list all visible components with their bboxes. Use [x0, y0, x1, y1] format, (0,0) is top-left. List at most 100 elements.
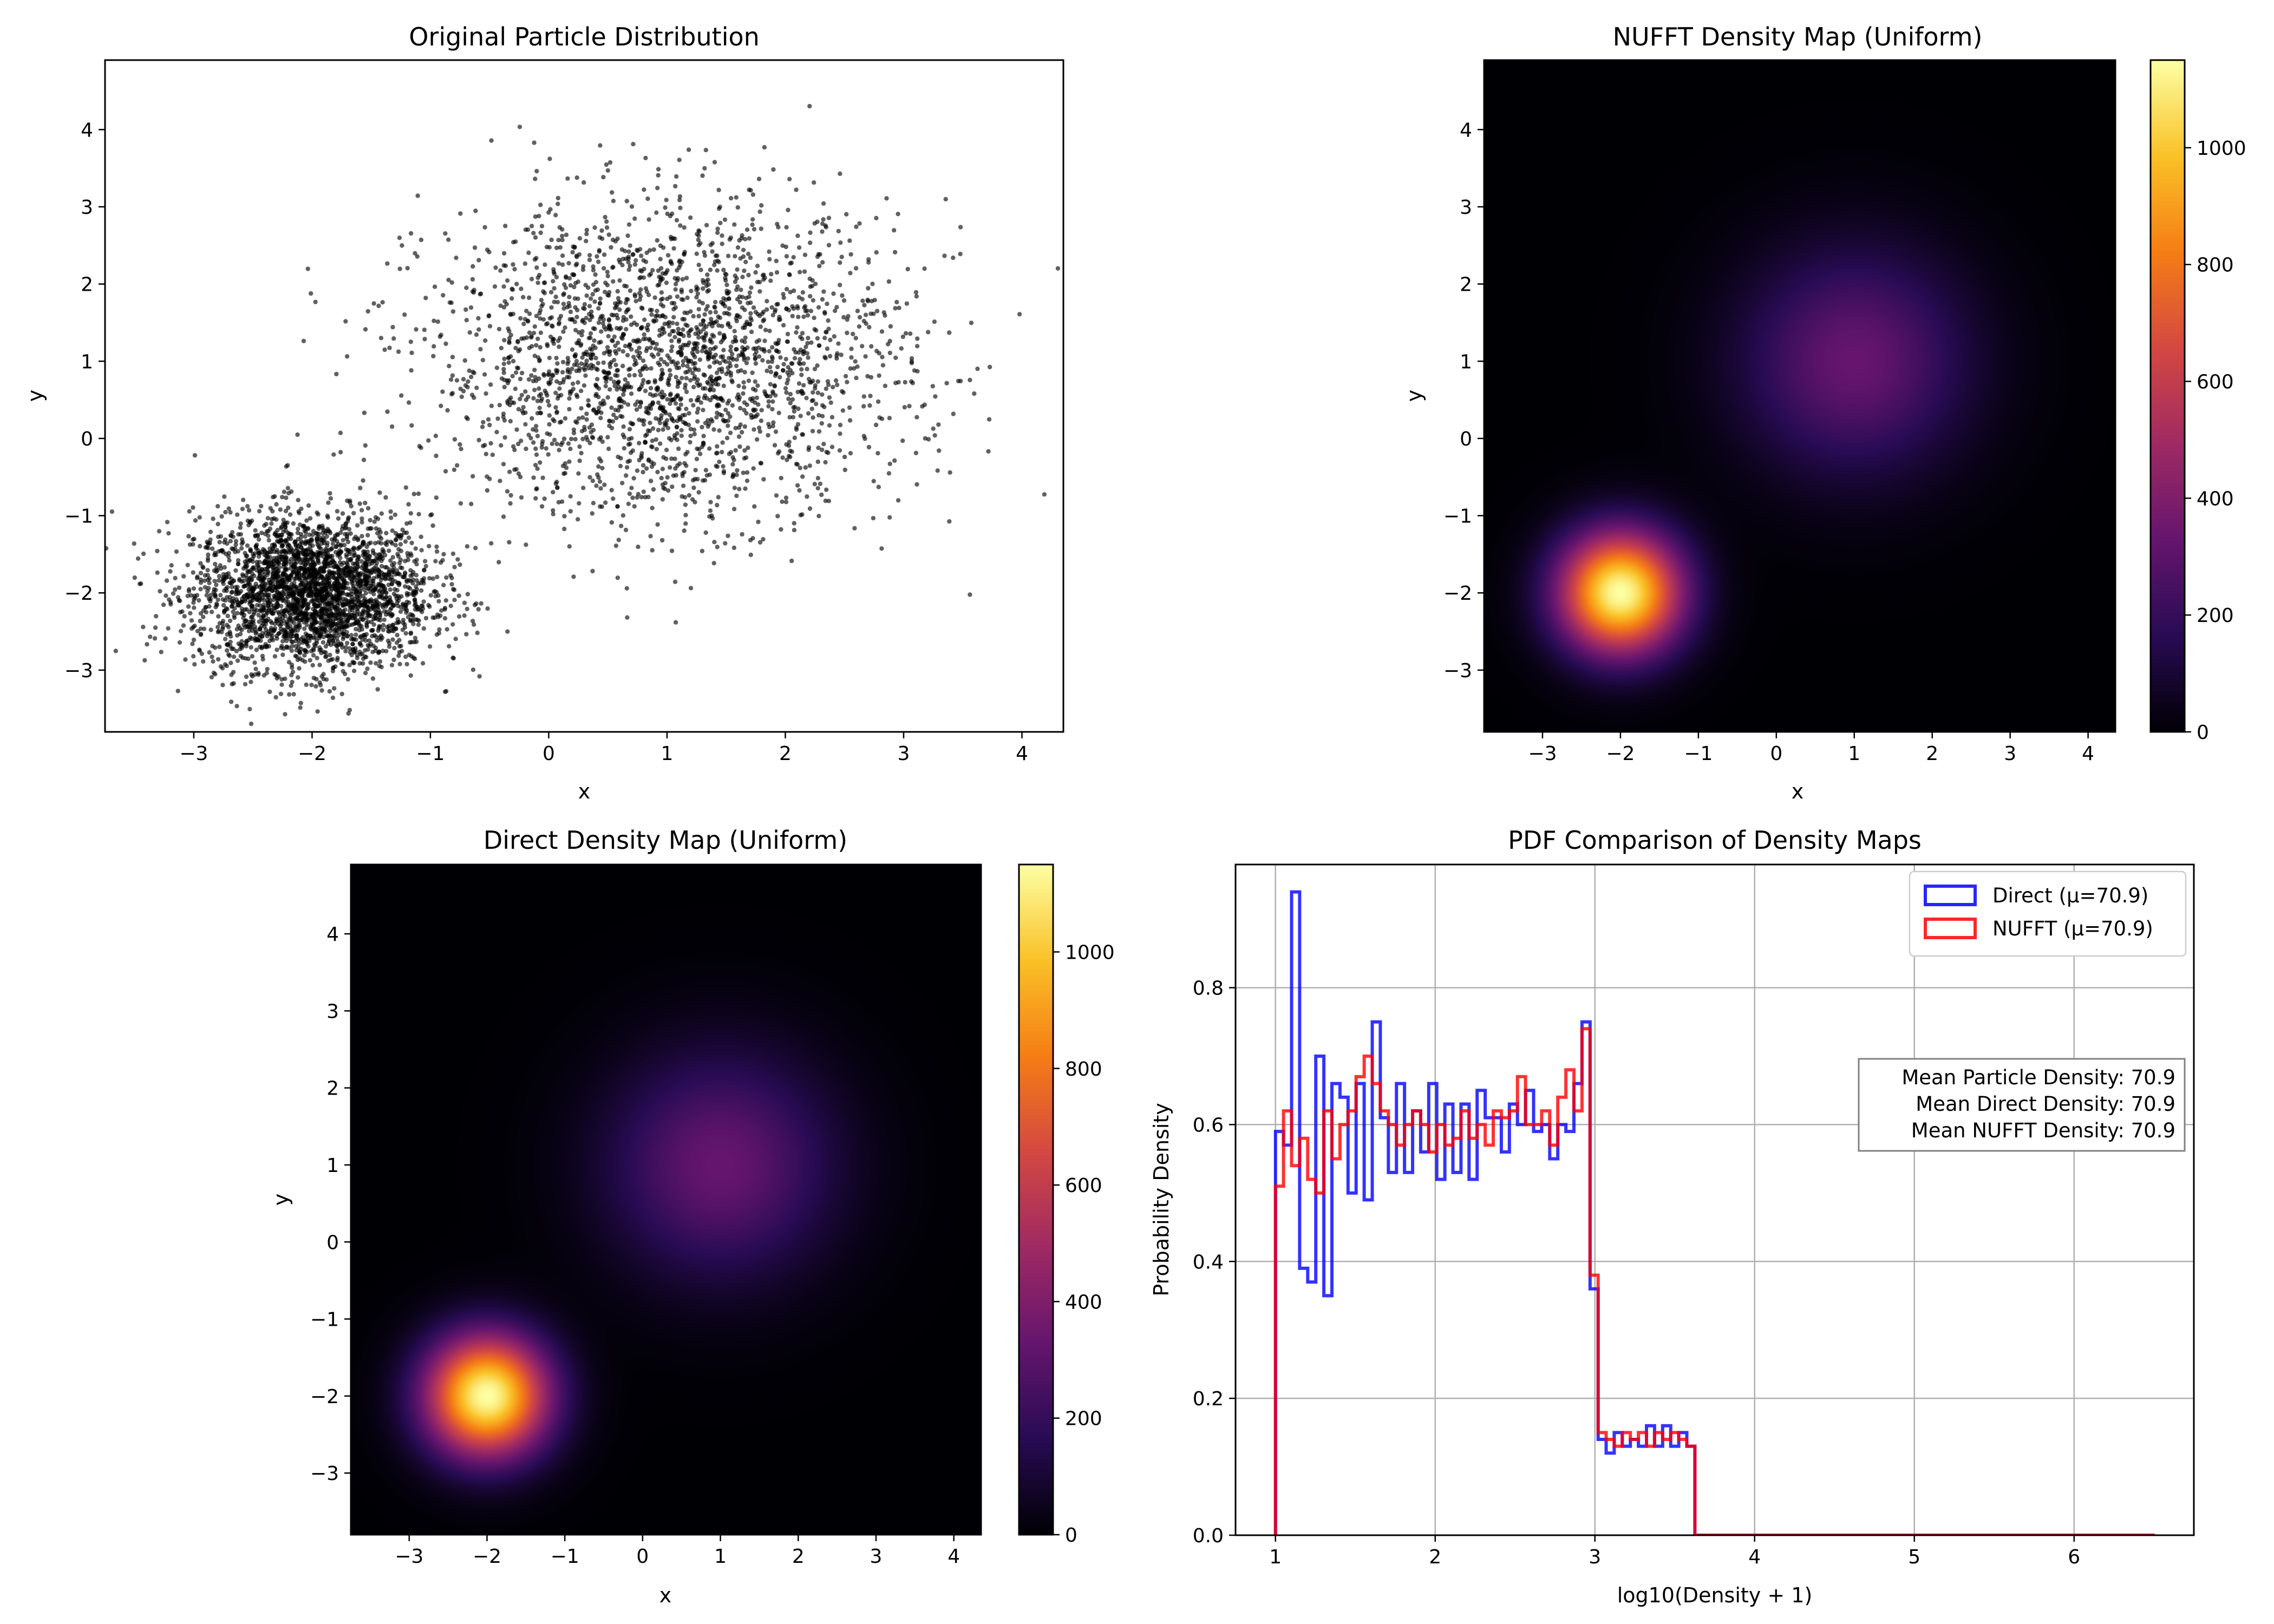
scatter-point	[586, 312, 592, 317]
scatter-point	[589, 422, 594, 427]
scatter-point	[198, 626, 203, 631]
scatter-point	[198, 632, 204, 637]
scatter-point	[359, 643, 364, 648]
scatter-point	[875, 451, 880, 456]
scatter-point	[775, 221, 780, 226]
scatter-point	[397, 638, 402, 643]
scatter-point	[474, 385, 479, 390]
scatter-point	[728, 235, 734, 240]
scatter-point	[914, 415, 919, 420]
scatter-point	[566, 261, 571, 266]
scatter-point	[381, 627, 385, 632]
scatter-point	[215, 521, 220, 527]
scatter-point	[250, 674, 255, 679]
scatter-point	[750, 370, 755, 375]
scatter-point	[815, 476, 821, 481]
scatter-point	[334, 371, 339, 377]
scatter-point	[379, 511, 384, 516]
scatter-point	[838, 431, 842, 436]
scatter-point	[253, 666, 258, 672]
scatter-point	[181, 623, 186, 628]
scatter-point	[480, 358, 486, 363]
scatter-point	[628, 342, 632, 347]
scatter-point	[148, 634, 153, 639]
scatter-point	[615, 326, 619, 331]
scatter-point	[723, 541, 728, 546]
scatter-point	[450, 391, 455, 396]
scatter-point	[328, 496, 334, 501]
scatter-point	[321, 640, 326, 645]
scatter-point	[365, 506, 371, 511]
scatter-point	[517, 125, 522, 129]
scatter-point	[642, 332, 646, 337]
scatter-point	[215, 597, 220, 603]
scatter-point	[576, 471, 581, 476]
scatter-point	[367, 612, 372, 618]
scatter-point	[792, 409, 797, 414]
scatter-point	[611, 199, 616, 204]
scatter-point	[847, 238, 852, 243]
scatter-point	[733, 279, 738, 284]
scatter-point	[700, 424, 704, 430]
scatter-point	[502, 435, 507, 440]
scatter-point	[656, 352, 661, 357]
scatter-point	[674, 218, 679, 222]
scatter-point	[188, 611, 193, 616]
scatter-point	[247, 706, 252, 712]
scatter-point	[540, 442, 545, 447]
scatter-point	[209, 675, 214, 680]
scatter-point	[230, 682, 234, 687]
scatter-point	[269, 521, 274, 526]
scatter-point	[626, 501, 631, 506]
scatter-point	[598, 300, 603, 306]
scatter-point	[501, 362, 506, 366]
scatter-point	[568, 447, 573, 451]
scatter-point	[364, 620, 369, 626]
scatter-point	[546, 452, 551, 457]
scatter-point	[173, 575, 178, 581]
scatter-point	[796, 315, 801, 319]
scatter-point	[259, 503, 264, 509]
scatter-point	[433, 559, 438, 564]
scatter-point	[343, 649, 348, 654]
scatter-point	[590, 511, 595, 516]
scatter-point	[659, 413, 664, 418]
scatter-point	[421, 599, 426, 604]
scatter-point	[331, 560, 336, 565]
scatter-point	[308, 635, 313, 640]
scatter-point	[821, 289, 826, 294]
scatter-point	[396, 598, 401, 603]
scatter-point	[588, 331, 593, 336]
scatter-point	[680, 277, 685, 282]
scatter-point	[397, 572, 402, 577]
scatter-point	[360, 651, 365, 657]
scatter-point	[227, 574, 232, 580]
scatter-point	[612, 334, 617, 339]
scatter-point	[234, 704, 239, 709]
scatter-point	[372, 519, 377, 524]
scatter-point	[624, 473, 629, 478]
scatter-point	[370, 628, 375, 633]
scatter-point	[659, 348, 664, 353]
scatter-point	[576, 279, 581, 284]
scatter-point	[908, 331, 913, 336]
scatter-point	[936, 422, 941, 427]
scatter-point	[764, 299, 769, 304]
scatter-point	[575, 307, 580, 313]
scatter-point	[284, 495, 289, 500]
scatter-point	[462, 600, 467, 605]
scatter-point	[523, 227, 528, 232]
scatter-point	[227, 558, 232, 563]
scatter-point	[735, 468, 740, 473]
scatter-point	[358, 486, 363, 490]
scatter-point	[392, 646, 397, 651]
scatter-point	[317, 680, 322, 685]
scatter-point	[361, 633, 366, 638]
scatter-point	[233, 549, 238, 554]
scatter-point	[205, 545, 210, 550]
scatter-point	[294, 624, 299, 629]
scatter-point	[616, 454, 620, 460]
scatter-point	[461, 377, 466, 382]
scatter-point	[518, 316, 523, 321]
scatter-point	[568, 436, 574, 442]
